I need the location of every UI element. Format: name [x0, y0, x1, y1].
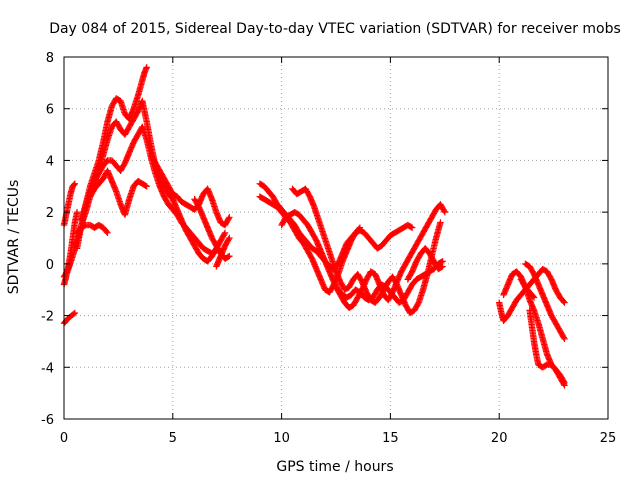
data-point [530, 294, 538, 301]
axis-ticks: 0 5 10 15 20 25 -6 -4 -2 0 2 4 6 8 [41, 51, 616, 446]
y-tick-label: 4 [46, 154, 54, 169]
data-point [71, 309, 79, 317]
series-track-o [289, 185, 444, 317]
x-tick-label: 20 [491, 431, 508, 446]
data-point [103, 228, 110, 235]
series-track-q [404, 245, 446, 283]
data-point [104, 229, 111, 237]
series-track-u [522, 260, 568, 343]
data-point [560, 334, 567, 341]
data-point [441, 208, 448, 216]
series-track-t [526, 307, 568, 389]
data-point [226, 214, 233, 221]
y-tick-label: -6 [41, 413, 54, 428]
y-tick-label: -2 [41, 310, 54, 325]
series-track-c [60, 180, 79, 229]
data-marks [60, 64, 568, 389]
data-point [407, 223, 415, 231]
data-point [225, 215, 232, 222]
x-tick-label: 15 [382, 431, 399, 446]
data-point [70, 310, 77, 318]
data-point [226, 234, 233, 242]
data-point [529, 293, 537, 300]
y-tick-label: 2 [46, 206, 54, 221]
x-axis-label: GPS time / hours [276, 459, 393, 475]
data-point [212, 248, 219, 255]
series-track-g [73, 221, 111, 237]
data-point [225, 236, 232, 243]
data-point [71, 180, 79, 187]
series-track-l [256, 180, 416, 273]
data-point [225, 253, 232, 260]
chart-title: Day 084 of 2015, Sidereal Day-to-day VTE… [49, 21, 621, 37]
data-point [73, 208, 81, 216]
x-tick-label: 0 [60, 431, 68, 446]
x-tick-label: 25 [600, 431, 617, 446]
data-point [560, 298, 567, 305]
data-point [143, 64, 150, 71]
series-track-i [147, 152, 233, 229]
data-point [438, 263, 445, 271]
data-point [70, 181, 78, 188]
data-point [221, 230, 228, 238]
x-tick-label: 5 [169, 431, 177, 446]
data-point [221, 229, 229, 237]
data-point [408, 224, 416, 231]
data-point [226, 252, 233, 260]
data-point [355, 225, 363, 232]
data-point [143, 183, 150, 190]
y-tick-label: 0 [46, 258, 54, 273]
series-track-k [213, 234, 233, 270]
y-axis-label: SDTVAR / TECUs [6, 180, 22, 295]
data-point [561, 299, 568, 306]
series-track-a [60, 309, 79, 327]
series-track-d [60, 97, 229, 280]
series-track-v [517, 276, 538, 301]
y-tick-label: 8 [46, 51, 54, 66]
data-point [356, 224, 364, 231]
data-point [560, 380, 567, 388]
data-point [440, 207, 448, 215]
y-tick-label: -4 [41, 361, 54, 376]
y-tick-label: 6 [46, 103, 54, 118]
series-track-h [86, 167, 150, 218]
series-track-e [73, 64, 150, 252]
data-point [142, 182, 149, 189]
series-track-j [191, 196, 233, 262]
data-point [437, 219, 444, 226]
plot-frame [63, 56, 609, 420]
series-track-p [332, 201, 448, 312]
data-point [439, 263, 446, 270]
x-tick-label: 10 [273, 431, 290, 446]
data-point [561, 335, 568, 343]
data-point [561, 382, 568, 389]
